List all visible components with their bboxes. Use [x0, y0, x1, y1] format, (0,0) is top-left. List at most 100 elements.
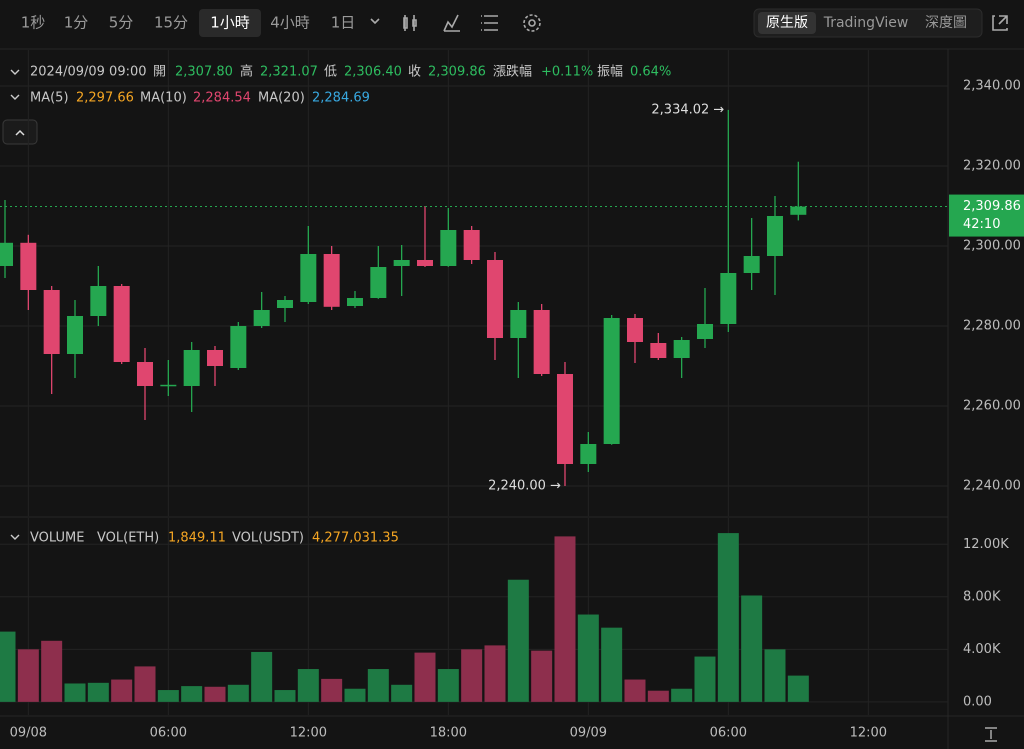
x-tick-label: 12:00	[850, 726, 887, 741]
interval[interactable]: 1日	[331, 14, 356, 32]
volume-bar	[694, 656, 716, 702]
info-value: 2,306.40	[344, 65, 402, 80]
candle-icon[interactable]	[403, 15, 417, 31]
volume-bar	[227, 684, 249, 702]
texts: 1秒 1分 5分 15分 1小時 4小時 1日 原生版 TradingView …	[10, 14, 1021, 741]
indicator-icon[interactable]	[443, 14, 460, 32]
settings-icon[interactable]	[528, 19, 536, 27]
y-tick-label: 2,340.00	[963, 79, 1021, 94]
volume-bar	[367, 669, 389, 702]
volume-bar	[717, 533, 739, 702]
more-icon[interactable]	[370, 18, 380, 25]
volume-bar	[577, 614, 599, 702]
view-tab[interactable]: TradingView	[823, 15, 909, 31]
volume-bar	[297, 669, 319, 702]
volume-bar	[787, 675, 809, 702]
ma-value: 2,284.69	[312, 91, 370, 106]
info-label: 漲跌幅	[493, 64, 532, 80]
candle-body	[673, 340, 690, 358]
candle-body	[510, 310, 527, 338]
vol-label: VOL(ETH)	[97, 531, 159, 546]
volume-bar	[251, 651, 273, 702]
info-label: 低	[324, 65, 337, 80]
collapse-arrows[interactable]	[10, 69, 20, 540]
vol-label: VOL(USDT)	[232, 531, 304, 546]
ma-value: 2,284.54	[193, 91, 251, 106]
marks	[0, 109, 1024, 702]
interval[interactable]: 1分	[64, 14, 89, 32]
candle-body	[790, 206, 807, 215]
candle-body	[556, 374, 573, 464]
candle-body	[66, 316, 83, 354]
volume-bar	[204, 686, 226, 702]
info-date: 2024/09/09 09:00	[30, 65, 147, 80]
candle-body	[416, 260, 433, 266]
vol-value: 1,849.11	[168, 531, 226, 546]
volume-bar	[181, 686, 203, 702]
y-tick-label: 2,280.00	[963, 319, 1021, 334]
candle-body	[346, 298, 363, 306]
candle-body	[743, 256, 760, 273]
settings-gear[interactable]	[523, 14, 541, 32]
info-label: 開	[153, 65, 166, 80]
volume-bar	[41, 640, 63, 702]
x-tick-label: 12:00	[290, 726, 327, 741]
candle-body	[603, 318, 620, 444]
interval[interactable]: 4小時	[270, 14, 310, 32]
volume-bar	[647, 690, 669, 702]
info-value: 2,321.07	[260, 65, 318, 80]
active-view-bg	[758, 12, 816, 34]
low-annotation: 2,240.00 →	[488, 479, 561, 494]
candle-body	[393, 260, 410, 266]
candle-body	[533, 310, 550, 374]
candle-body	[626, 318, 643, 342]
ma-value: 2,297.66	[76, 91, 134, 106]
candle-body	[253, 310, 270, 326]
interval[interactable]: 15分	[154, 14, 188, 32]
volume-bar	[87, 682, 109, 702]
candle-body	[43, 290, 60, 354]
volume-bar	[134, 666, 156, 702]
volume-bar	[671, 688, 693, 702]
vol-label: VOLUME	[30, 531, 84, 546]
candle-body	[90, 286, 107, 316]
toolbar-icons	[403, 14, 1008, 32]
volume-bar	[321, 678, 343, 702]
candle-body	[650, 343, 667, 358]
y-tick-label: 2,240.00	[963, 479, 1021, 494]
interval[interactable]: 1秒	[21, 14, 46, 32]
list-icon[interactable]	[481, 15, 498, 31]
volume-bar	[64, 683, 86, 702]
volume-bar	[554, 536, 576, 702]
vol-value: 4,277,031.35	[312, 531, 399, 546]
fullscreen-icon[interactable]	[992, 15, 1008, 31]
candle-body	[370, 267, 387, 298]
info-label: 振幅	[597, 65, 623, 80]
last-price-label: 2,309.86	[963, 199, 1021, 214]
volume-bar	[741, 595, 763, 702]
view-tab[interactable]: 原生版	[766, 15, 808, 31]
interval-active[interactable]: 1小時	[210, 14, 250, 32]
axis-reset-icon[interactable]	[985, 727, 997, 742]
volume-bar	[274, 690, 296, 702]
candle-body	[276, 300, 293, 308]
y-tick-label: 4.00K	[963, 642, 1001, 657]
x-tick-label: 06:00	[150, 726, 187, 741]
volume-bar	[484, 645, 506, 702]
ma-label: MA(5)	[30, 91, 69, 106]
y-tick-label: 12.00K	[963, 537, 1009, 552]
x-tick-label: 09/09	[570, 726, 607, 741]
volume-bar	[17, 649, 39, 702]
candle-body	[20, 242, 37, 290]
y-tick-label: 2,300.00	[963, 239, 1021, 254]
info-value: 2,309.86	[428, 65, 486, 80]
candle-body	[183, 350, 200, 386]
info-value: 2,307.80	[175, 65, 233, 80]
x-tick-label: 06:00	[710, 726, 747, 741]
interval[interactable]: 5分	[109, 14, 134, 32]
volume-bar	[437, 669, 459, 702]
volume-bar	[531, 650, 553, 702]
view-tab[interactable]: 深度圖	[925, 15, 967, 31]
candle-body	[463, 230, 480, 260]
